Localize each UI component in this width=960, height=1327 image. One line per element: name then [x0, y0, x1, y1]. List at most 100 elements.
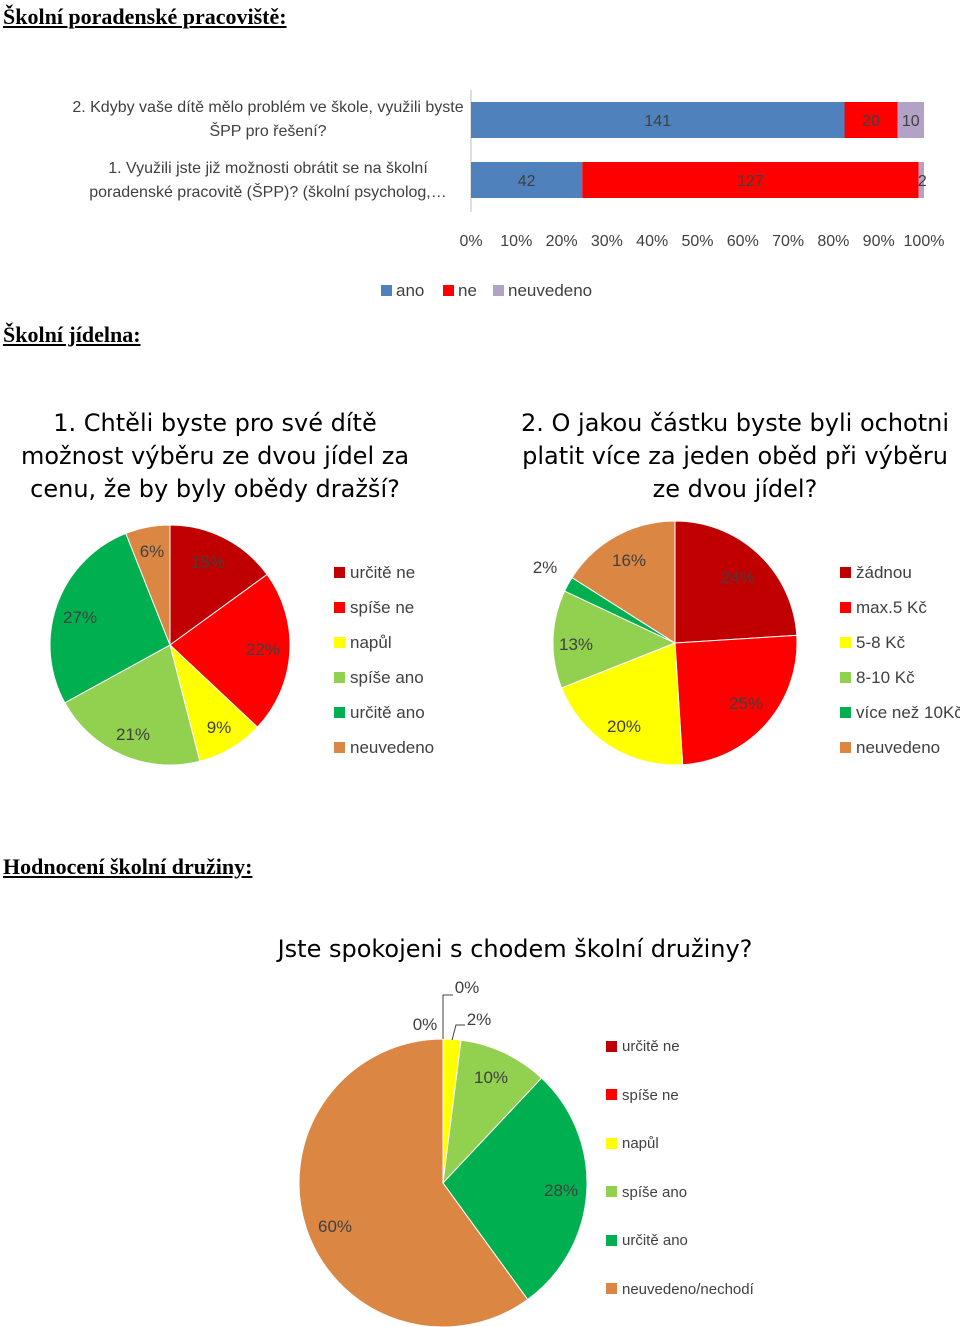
- pie-slice: [64, 644, 201, 766]
- legend-swatch: [334, 602, 345, 614]
- pie-data-label: 10%: [474, 1068, 508, 1087]
- legend-label: určitě ne: [622, 1038, 680, 1055]
- pie-data-label: 60%: [318, 1217, 352, 1236]
- bar-x-tick-label: 80%: [817, 233, 849, 250]
- pie-slice: [674, 634, 798, 766]
- legend-item: napůl: [606, 1135, 659, 1152]
- legend-swatch: [606, 1234, 617, 1246]
- pie-slice: [169, 524, 268, 646]
- legend-swatch: [606, 1283, 617, 1295]
- legend-label: neuvedeno: [350, 738, 435, 757]
- bar-data-label: 141: [644, 113, 671, 130]
- legend-swatch: [840, 637, 851, 649]
- pie-data-label: 25%: [729, 694, 763, 713]
- spp-bar-chart: 141 20 10 2. Kdyby vaše dítě mělo problém v…: [72, 90, 945, 300]
- pie3-title: Jste spokojeni s chodem školní družiny?: [277, 935, 753, 963]
- bar-x-tick-label: 60%: [727, 233, 759, 250]
- pie2-title-line: 2. O jakou částku byste byli ochotni: [520, 409, 949, 437]
- pie-data-label: 0%: [455, 978, 480, 997]
- bar-legend-label: ne: [458, 281, 477, 300]
- legend-item: více než 10Kč: [840, 703, 960, 723]
- legend-item: určitě ne: [334, 563, 415, 583]
- bar-data-label: 42: [518, 173, 536, 190]
- legend-label: napůl: [350, 633, 392, 652]
- section-title-spp: Školní poradenské pracoviště:: [3, 4, 287, 29]
- bar-x-tick-label: 20%: [546, 233, 578, 250]
- bar-segment: [471, 102, 845, 138]
- legend-label: určitě ano: [350, 703, 425, 722]
- bar-segment: [844, 102, 898, 138]
- bar-x-tick-label: 50%: [681, 233, 713, 250]
- pie-slice: [674, 520, 798, 644]
- legend-item: 5-8 Kč: [840, 633, 905, 653]
- legend-swatch: [334, 742, 345, 754]
- legend-item: neuvedeno: [334, 738, 434, 758]
- pie-slice: [560, 642, 684, 766]
- legend-swatch: [334, 567, 345, 579]
- bar-segment: [918, 162, 924, 198]
- pie-slice: [49, 532, 171, 704]
- legend-swatch: [840, 742, 851, 754]
- pie-slice: [442, 1077, 588, 1301]
- pie-data-label: 13%: [559, 635, 593, 654]
- legend-swatch: [606, 1040, 617, 1052]
- legend-item: spíše ano: [334, 668, 424, 688]
- bar-legend-swatch: [443, 285, 454, 296]
- legend-swatch: [334, 672, 345, 684]
- legend-label: 8-10 Kč: [856, 668, 915, 687]
- legend-item: spíše ano: [606, 1184, 687, 1201]
- pie-data-label: 0%: [413, 1015, 438, 1034]
- bar-category-label: 2. Kdyby vaše dítě mělo problém ve škole…: [72, 99, 463, 116]
- pie1-title: 1. Chtěli byste pro své dítě možnost výb…: [20, 407, 410, 506]
- pie1-title-line: 1. Chtěli byste pro své dítě: [53, 409, 377, 437]
- pie2-title-line: ze dvou jídel?: [652, 475, 818, 503]
- pie-data-label: 28%: [544, 1181, 578, 1200]
- legend-label: neuvedeno/nechodí: [622, 1280, 754, 1298]
- legend-swatch: [334, 637, 345, 649]
- legend-item: neuvedeno: [840, 738, 940, 758]
- pie-slice: [169, 573, 291, 728]
- bar-category-label: 1. Využili jste již možnosti obrátit se …: [108, 160, 428, 177]
- bar-data-label: 2: [918, 173, 927, 190]
- bar-category-label: poradenské pracovitě (ŠPP)? (školní psyc…: [89, 182, 447, 201]
- legend-item: určitě ano: [606, 1232, 688, 1249]
- bar-legend-swatch: [381, 285, 392, 296]
- legend-label: určitě ano: [622, 1232, 688, 1249]
- bar-legend-swatch: [493, 285, 504, 296]
- legend-swatch: [840, 672, 851, 684]
- legend-label: spíše ano: [350, 668, 424, 687]
- bar-x-tick-label: 30%: [591, 233, 623, 250]
- legend-label: spíše ano: [622, 1183, 688, 1201]
- bar-legend-label: neuvedeno: [508, 281, 592, 300]
- bar-data-label: 20: [862, 113, 880, 130]
- pie-data-label: 20%: [607, 717, 641, 736]
- section-title-jidelna: Školní jídelna:: [3, 322, 141, 347]
- pie-slice: [571, 520, 676, 644]
- bar-x-tick-label: 40%: [636, 233, 668, 250]
- pie-slice: [125, 524, 171, 646]
- bar-x-tick-label: 70%: [772, 233, 804, 250]
- pie-data-label: 24%: [721, 568, 755, 587]
- bar-data-label: 10: [902, 113, 920, 130]
- legend-label: neuvedeno: [856, 738, 941, 757]
- legend-swatch: [606, 1137, 617, 1149]
- section-title-druzina: Hodnocení školní družiny:: [3, 854, 253, 879]
- bar-segment: [582, 162, 919, 198]
- pie-data-label: 15%: [191, 553, 225, 572]
- pie-data-label: 21%: [116, 725, 150, 744]
- pie-data-label: 6%: [140, 542, 165, 561]
- pie-leader-line: [451, 1024, 465, 1041]
- legend-swatch: [840, 567, 851, 579]
- legend-label: spíše ne: [350, 598, 415, 617]
- bar-x-tick-label: 10%: [500, 233, 532, 250]
- legend-item: spíše ne: [334, 598, 414, 618]
- legend-label: žádnou: [856, 563, 912, 582]
- pie-data-label: 2%: [533, 558, 558, 577]
- bar-x-tick-label: 100%: [904, 233, 945, 250]
- legend-label: určitě ne: [350, 563, 416, 582]
- legend-item: max.5 Kč: [840, 598, 927, 618]
- pie1-title-line: možnost výběru ze dvou jídel za: [20, 442, 410, 470]
